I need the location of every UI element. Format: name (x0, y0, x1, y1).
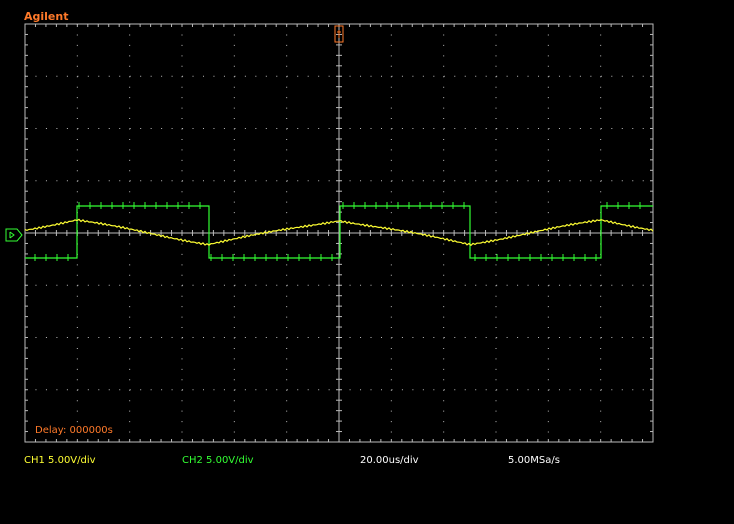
trigger-position-marker-icon[interactable] (334, 25, 344, 43)
ch1-trace (24, 218, 654, 247)
ch1-scale[interactable]: CH1 5.00V/div (24, 455, 96, 466)
timebase-readout[interactable]: 20.00us/div (360, 455, 419, 466)
delay-readout: Delay: 000000s (35, 425, 113, 436)
ch2-trace (25, 205, 653, 259)
waveforms (24, 202, 654, 261)
graticule (24, 23, 654, 443)
ch2-scale[interactable]: CH2 5.00V/div (182, 455, 254, 466)
channel-ground-marker-icon[interactable] (5, 228, 23, 242)
brand-logo: Agilent (24, 10, 69, 23)
sample-rate-readout: 5.00MSa/s (508, 455, 560, 466)
ch2-noise (34, 202, 641, 261)
